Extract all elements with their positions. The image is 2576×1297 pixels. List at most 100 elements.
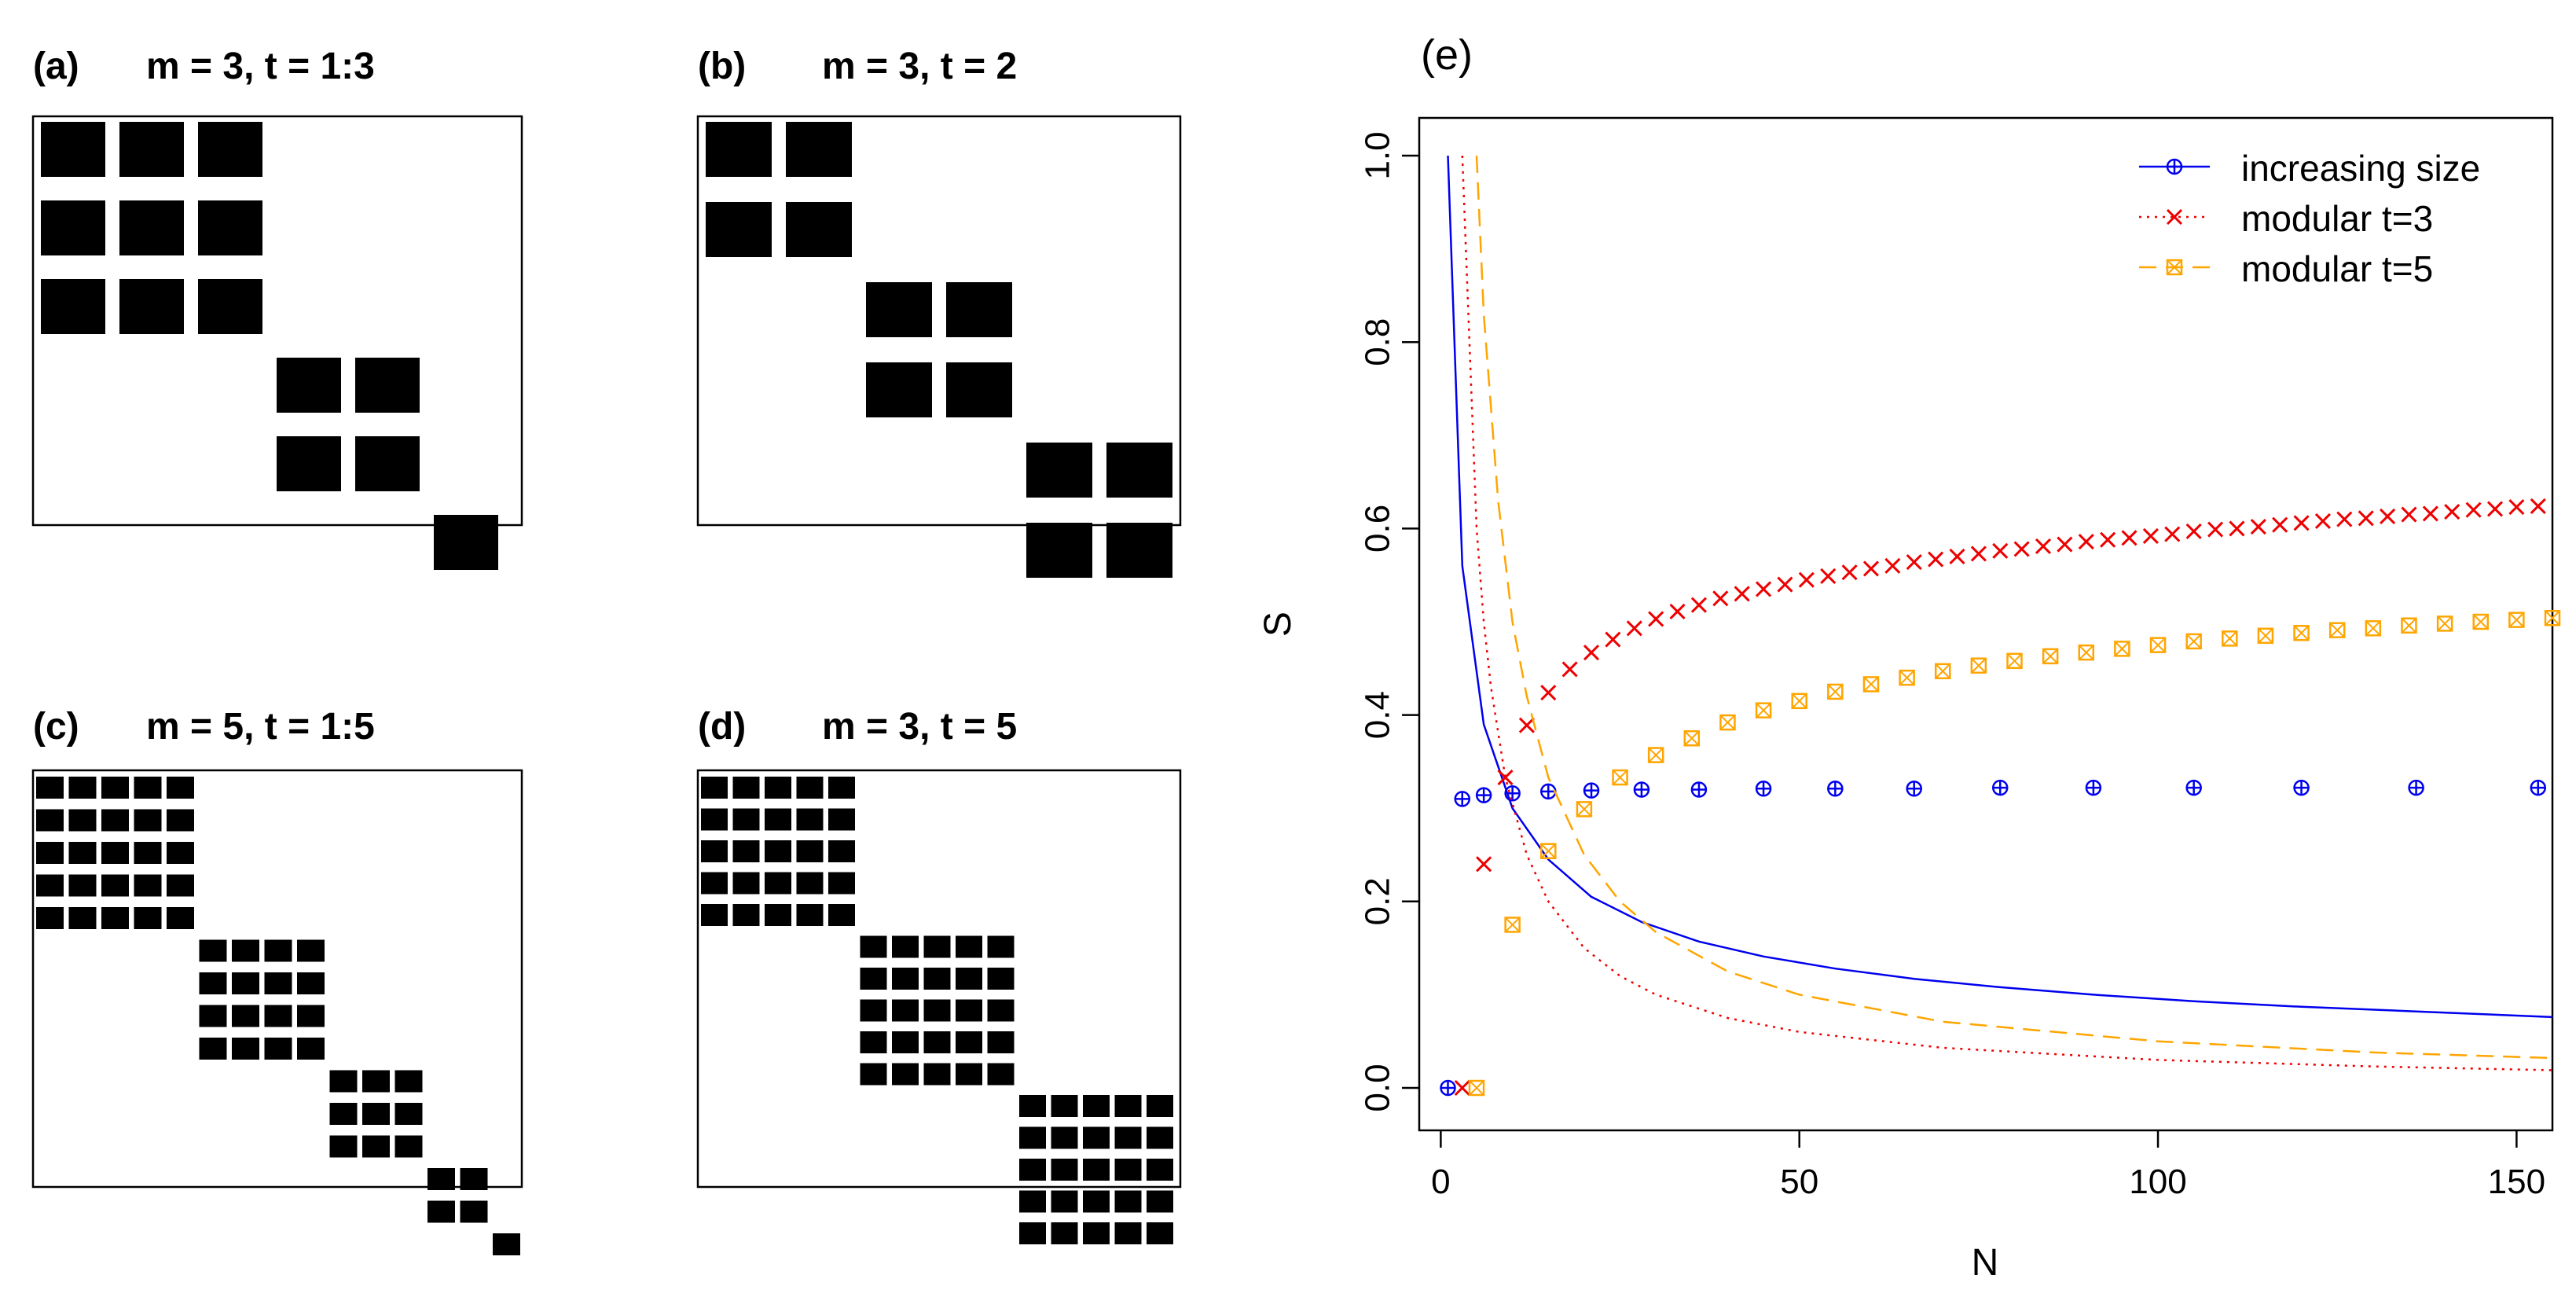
panel-d-block-3-cell (1019, 1126, 1046, 1149)
panel-c-block-2-cell (199, 1005, 227, 1027)
panel-c-block-2-cell (297, 1005, 325, 1027)
panel-c-frame (31, 769, 523, 1189)
panel-d-block-1-cell (765, 872, 791, 895)
panel-a-block-1-cell (198, 200, 262, 255)
series-3 (1468, 155, 2561, 1097)
panel-b-block-3-cell (1106, 523, 1172, 578)
series-2-point (1561, 661, 1578, 678)
panel-d-block-1-cell (796, 808, 824, 831)
panel-d-block-1-cell (701, 872, 728, 895)
panel-c-block-1-cell (134, 777, 162, 799)
panel-c-block-1-cell (68, 907, 97, 929)
series-2-point (1777, 576, 1793, 593)
panel-a-block-3-cell (434, 515, 498, 570)
panel-d-block-3-cell (1114, 1222, 1142, 1244)
series-3-curve (1475, 155, 2553, 1060)
panel-d-block-2-cell (892, 968, 919, 990)
series-3-point (1468, 1079, 1485, 1097)
panel-c-block-3-cell (362, 1135, 390, 1158)
panel-d-block-1-cell (732, 840, 760, 862)
panel-b-block-3-cell (1106, 443, 1172, 498)
panel-c-block-3-cell (329, 1070, 358, 1093)
series-1-point (2185, 779, 2202, 796)
panel-b-title: m = 3, t = 2 (822, 46, 1017, 87)
panel-c-label: (c) (33, 706, 79, 748)
panel-a-block-matrix: (a) m = 3, t = 1:3 (31, 46, 523, 570)
panel-c-block-1-cell (134, 842, 162, 864)
panel-b-block-2-cell (946, 282, 1012, 337)
series-2-point (2508, 499, 2525, 516)
series-2-point (2078, 533, 2094, 550)
panel-c-block-1-cell (36, 842, 64, 864)
panel-d-block-1-cell (796, 777, 824, 799)
panel-c-block-3-cell (394, 1135, 423, 1158)
panel-d-block-2-cell (987, 935, 1015, 958)
panel-c-block-1-cell (68, 777, 97, 799)
panel-d-block-3-cell (1051, 1095, 1078, 1117)
series-1-point (1633, 781, 1650, 798)
series-3-point (1899, 669, 1915, 686)
panel-d-block-3-cell (1114, 1126, 1142, 1149)
panel-c-block-2-cell (264, 1038, 292, 1060)
series-2-point (1949, 548, 1965, 565)
series-3-point (2006, 652, 2023, 670)
series-2-point (1928, 551, 1944, 568)
panel-b-block-1-cell (786, 122, 852, 177)
series-3-point (2544, 610, 2561, 626)
series-2-point (1756, 581, 1772, 597)
panel-d-block-1-cell (828, 777, 855, 799)
x-axis-label: N (1972, 1242, 1999, 1284)
series-2-point (2401, 506, 2417, 523)
series-3-point (2114, 641, 2130, 657)
series-2-point (2293, 515, 2310, 531)
panel-d-block-3-cell (1083, 1222, 1110, 1244)
panel-d-block-1-cell (828, 872, 855, 895)
panel-d-block-2-cell (987, 999, 1015, 1022)
series-3-point (1755, 702, 1772, 718)
panel-d-block-2-cell (892, 999, 919, 1022)
series-1-point (2408, 779, 2424, 796)
panel-c-block-4-cell (427, 1168, 455, 1190)
panel-c-cells (36, 777, 520, 1255)
series-2-point (1540, 685, 1557, 701)
panel-b-block-2-cell (866, 362, 932, 417)
series-2-point (2207, 521, 2224, 538)
panel-d-block-2-cell (923, 935, 951, 958)
panel-c-block-5-cell (493, 1233, 520, 1255)
series-3-point (2257, 627, 2274, 645)
panel-d-block-1-cell (796, 872, 824, 895)
panel-c-block-3-cell (362, 1070, 390, 1093)
series-2-point (2185, 523, 2202, 540)
series-3-point (1862, 676, 1880, 693)
series-3-point (1647, 747, 1664, 763)
series-2-point (2486, 501, 2504, 517)
series-1-point (1906, 781, 1922, 797)
panel-d-frame (696, 769, 1182, 1189)
series-layer (1440, 155, 2561, 1097)
panel-d-block-2-cell (956, 1063, 982, 1086)
panel-c-block-2-cell (199, 1038, 227, 1060)
series-2-point (1798, 571, 1815, 588)
panel-c-block-2-cell (232, 1038, 259, 1060)
panel-d-block-3-cell (1147, 1190, 1173, 1213)
panel-b-block-1-cell (706, 122, 772, 177)
series-1-point (1755, 781, 1772, 797)
panel-d-title: m = 3, t = 5 (822, 706, 1017, 748)
series-3-point (2222, 630, 2238, 647)
panel-a-block-1-cell (198, 122, 262, 177)
panel-d-block-1-cell (796, 840, 824, 862)
panel-a-block-1-cell (198, 279, 262, 334)
series-2-point (2444, 503, 2460, 520)
legend-marker (2166, 208, 2183, 226)
panel-d-block-1-cell (765, 904, 791, 926)
series-1 (1440, 155, 2553, 1097)
panel-a-frame (31, 115, 523, 527)
series-3-point (2401, 617, 2417, 634)
series-3-point (1504, 917, 1521, 933)
panel-d-block-2-cell (956, 935, 982, 958)
panel-c-block-1-cell (68, 842, 97, 864)
series-3-point (1612, 769, 1628, 786)
panel-b-label: (b) (698, 46, 746, 87)
legend-label-modular-t5: modular t=5 (2241, 248, 2433, 289)
